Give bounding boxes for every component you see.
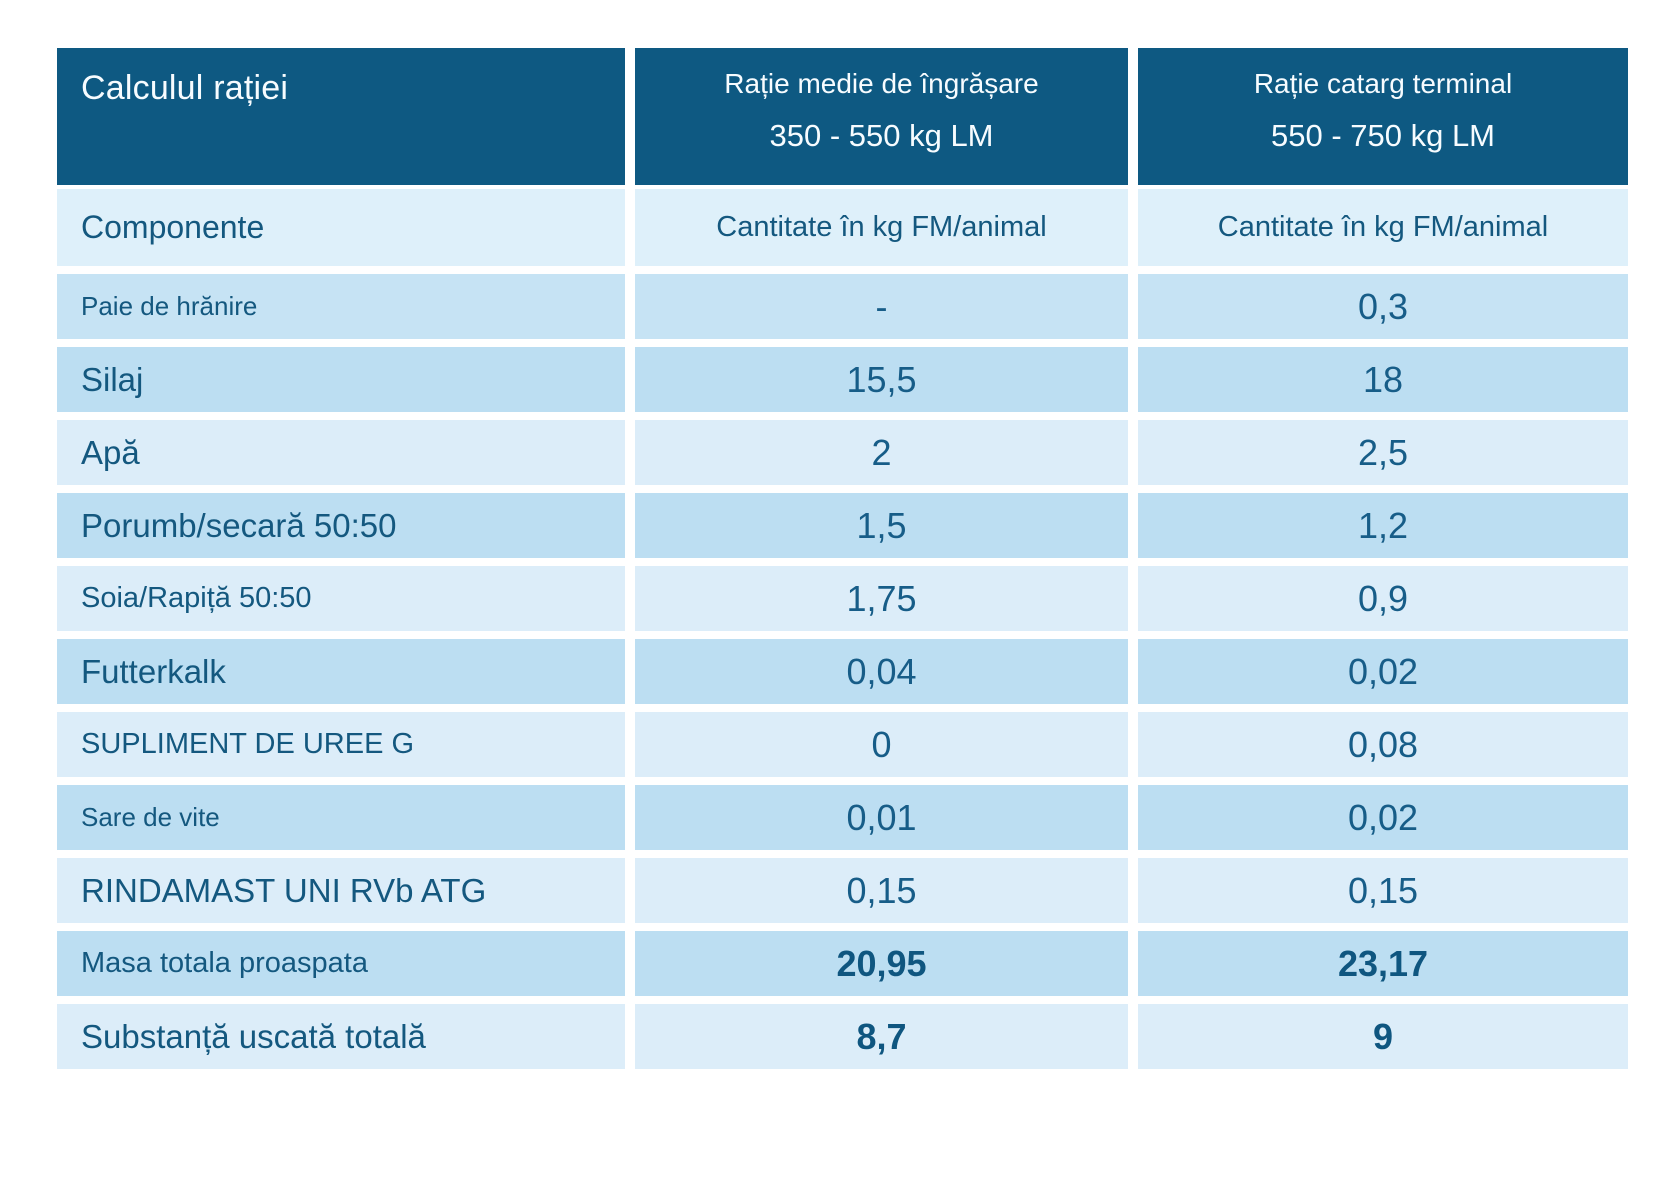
row-label: RINDAMAST UNI RVb ATG <box>57 858 625 923</box>
header-col2-title: Rație medie de îngrășare <box>724 68 1039 99</box>
table-row: Porumb/secară 50:50 1,5 1,2 <box>57 493 1628 558</box>
header-col3-weight-range: 550 - 750 kg LM <box>1270 118 1496 153</box>
subheader-quantity-col3: Cantitate în kg FM/animal <box>1138 189 1628 266</box>
row-label: Silaj <box>57 347 625 412</box>
row-label: Substanță uscată totală <box>57 1004 625 1069</box>
header-col2-cell: Rație medie de îngrășare 350 - 550 kg LM <box>635 48 1128 185</box>
row-value-medie: 0 <box>635 712 1128 777</box>
table-row: Paie de hrănire -0,3 <box>57 274 1628 339</box>
row-value-terminal: 18 <box>1138 347 1628 412</box>
table-row: Masa totala proaspata 20,95 23,17 <box>57 931 1628 996</box>
table-subheader-row: Componente Cantitate în kg FM/animal Can… <box>57 189 1628 266</box>
row-label: Masa totala proaspata <box>57 931 625 996</box>
row-value-medie: 15,5 <box>635 347 1128 412</box>
table-row: RINDAMAST UNI RVb ATG 0,15 0,15 <box>57 858 1628 923</box>
table-body: Paie de hrănire -0,3 Silaj 15,5 18 Apă 2 2,5 Por… <box>57 274 1628 1069</box>
row-value-medie: 0,01 <box>635 785 1128 850</box>
row-label: Paie de hrănire <box>57 274 625 339</box>
table-row: Soia/Rapiță 50:50 1,75 0,9 <box>57 566 1628 631</box>
row-value-medie: 0,04 <box>635 639 1128 704</box>
row-value-medie: 8,7 <box>635 1004 1128 1069</box>
table-row: Futterkalk 0,04 0,02 <box>57 639 1628 704</box>
table-row: SUPLIMENT DE UREE G 0 0,08 <box>57 712 1628 777</box>
row-value-terminal: 0,02 <box>1138 639 1628 704</box>
row-value-terminal: 0,9 <box>1138 566 1628 631</box>
header-col3-cell: Rație catarg terminal 550 - 750 kg LM <box>1138 48 1628 185</box>
row-label: Futterkalk <box>57 639 625 704</box>
row-value-terminal: 9 <box>1138 1004 1628 1069</box>
row-value-medie: 2 <box>635 420 1128 485</box>
table-title: Calculul rației <box>81 69 289 107</box>
row-value-medie: 1,5 <box>635 493 1128 558</box>
header-title-cell: Calculul rației <box>57 48 625 185</box>
row-value-terminal: 0,02 <box>1138 785 1628 850</box>
row-label: Apă <box>57 420 625 485</box>
row-value-medie: 0,15 <box>635 858 1128 923</box>
row-value-terminal: 2,5 <box>1138 420 1628 485</box>
subheader-quantity-col2: Cantitate în kg FM/animal <box>635 189 1128 266</box>
ration-table: Calculul rației Rație medie de îngrășare… <box>57 48 1628 1077</box>
header-col2-weight-range: 350 - 550 kg LM <box>769 118 994 153</box>
row-label: Sare de vite <box>57 785 625 850</box>
table-row: Sare de vite 0,01 0,02 <box>57 785 1628 850</box>
table-row: Substanță uscată totală 8,7 9 <box>57 1004 1628 1069</box>
row-value-terminal: 23,17 <box>1138 931 1628 996</box>
row-label: Porumb/secară 50:50 <box>57 493 625 558</box>
row-value-terminal: 0,3 <box>1138 274 1628 339</box>
row-value-medie: 20,95 <box>635 931 1128 996</box>
row-label: Soia/Rapiță 50:50 <box>57 566 625 631</box>
row-value-medie: - <box>635 274 1128 339</box>
table-header-row: Calculul rației Rație medie de îngrășare… <box>57 48 1628 185</box>
row-value-terminal: 0,15 <box>1138 858 1628 923</box>
table-row: Apă 2 2,5 <box>57 420 1628 485</box>
row-label: SUPLIMENT DE UREE G <box>57 712 625 777</box>
row-value-terminal: 0,08 <box>1138 712 1628 777</box>
subheader-components-label: Componente <box>57 189 625 266</box>
table-row: Silaj 15,5 18 <box>57 347 1628 412</box>
row-value-medie: 1,75 <box>635 566 1128 631</box>
row-value-terminal: 1,2 <box>1138 493 1628 558</box>
header-col3-title: Rație catarg terminal <box>1253 68 1513 99</box>
